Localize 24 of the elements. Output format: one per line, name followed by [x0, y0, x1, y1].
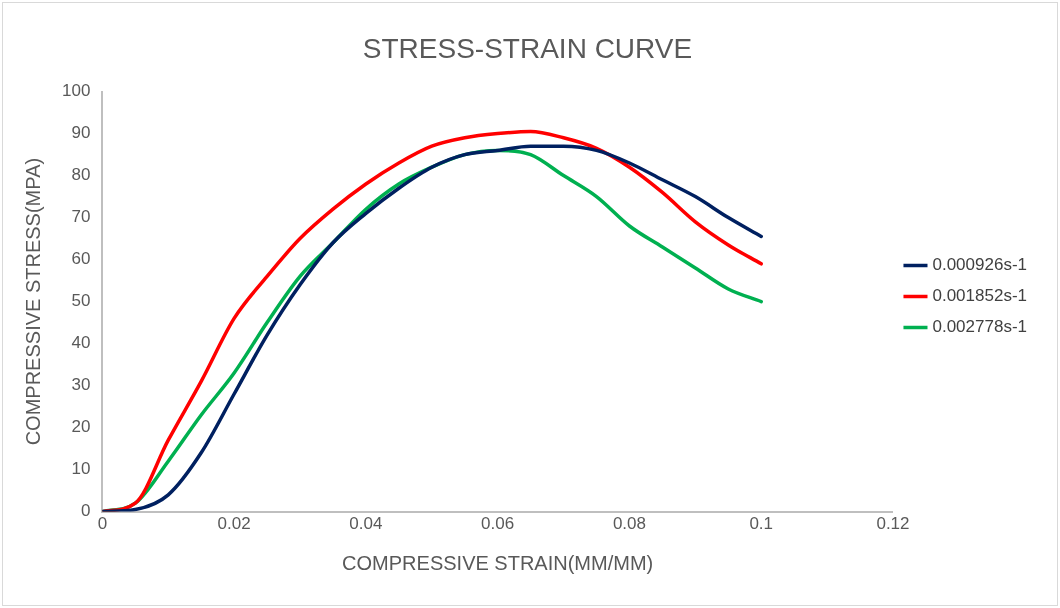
y-tick-label: 70	[71, 207, 91, 227]
x-tick-label: 0.06	[481, 514, 515, 534]
x-tick-label: 0.12	[876, 514, 910, 534]
y-tick-label: 60	[71, 249, 91, 269]
chart-title: STRESS-STRAIN CURVE	[362, 32, 693, 64]
y-tick-label: 30	[71, 375, 91, 395]
x-axis-title: COMPRESSIVE STRAIN(MM/MM)	[342, 551, 654, 574]
y-tick-label: 80	[71, 165, 91, 185]
x-tick-label: 0	[97, 514, 108, 534]
legend-label: 0.002778s-1	[932, 317, 1028, 337]
x-tick-label: 0.04	[349, 514, 383, 534]
y-tick-label: 20	[71, 417, 91, 437]
y-tick-label: 50	[71, 291, 91, 311]
legend-label: 0.000926s-1	[932, 255, 1028, 275]
y-tick-label: 100	[61, 81, 91, 101]
y-tick-label: 0	[80, 501, 91, 521]
y-tick-label: 10	[71, 459, 91, 479]
x-tick-label: 0.08	[612, 514, 646, 534]
y-tick-label: 90	[71, 123, 91, 143]
x-tick-label: 0.02	[217, 514, 251, 534]
legend-label: 0.001852s-1	[932, 286, 1028, 306]
y-tick-label: 40	[71, 333, 91, 353]
x-tick-label: 0.1	[749, 514, 774, 534]
y-axis-title: COMPRESSIVE STRESS(MPA)	[21, 157, 44, 446]
